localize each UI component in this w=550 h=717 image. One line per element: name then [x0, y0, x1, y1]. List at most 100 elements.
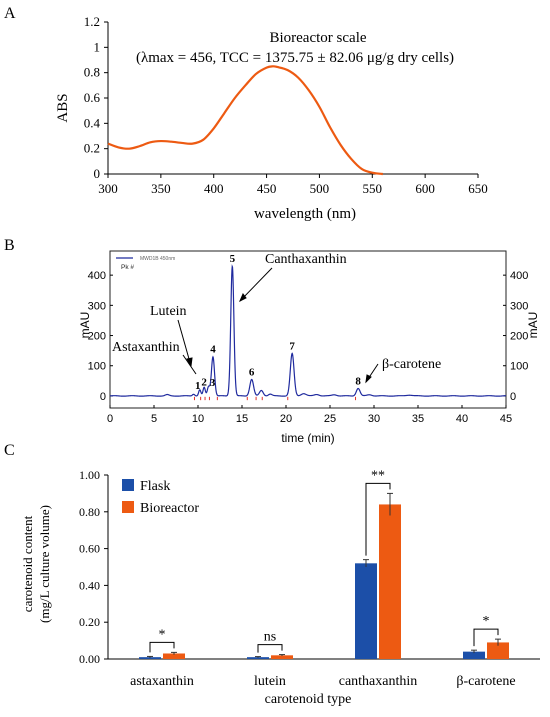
- significance-label: **: [371, 468, 385, 483]
- legend-swatch: [122, 479, 134, 491]
- annotation-canthaxanthin: Canthaxanthin: [265, 252, 347, 267]
- annotation-astaxanthin: Astaxanthin: [112, 340, 180, 355]
- annotation-beta-carotene: β-carotene: [382, 357, 441, 372]
- bar-x-label: carotenoid type: [265, 692, 352, 707]
- absorbance-y-tick-label: 1.2: [84, 14, 100, 29]
- arrow-canthaxanthin: [239, 267, 273, 302]
- absorbance-series-line: [107, 65, 383, 176]
- bar-y-tick-label: 0.40: [79, 578, 100, 592]
- bar: [379, 504, 401, 659]
- absorbance-x-tick-label: 350: [151, 181, 171, 196]
- legend-swatch: [122, 501, 134, 513]
- bar-y-tick-label: 0.80: [79, 505, 100, 519]
- chromatogram-legend-pk: Pk #: [121, 264, 134, 271]
- panel-label-c: C: [4, 442, 15, 459]
- chromatogram-x-tick-label: 0: [107, 413, 113, 425]
- absorbance-x-label: wavelength (nm): [254, 206, 356, 222]
- chromatogram-x-tick-label: 15: [236, 413, 248, 425]
- absorbance-x-tick-label: 500: [310, 181, 330, 196]
- peak-number-label: 6: [249, 366, 255, 378]
- bar: [463, 651, 485, 659]
- bar-y-tick-label: 0.20: [79, 615, 100, 629]
- significance-label: ns: [264, 630, 276, 645]
- chromatogram-y-tick-label: 200: [88, 331, 106, 343]
- significance-label: *: [159, 627, 166, 642]
- chromatogram-y-tick-label: 300: [88, 300, 106, 312]
- absorbance-x-tick-label: 450: [257, 181, 277, 196]
- arrow-astaxanthin: [182, 354, 197, 375]
- absorbance-y-tick-label: 0.2: [84, 141, 100, 156]
- panel-label-a: A: [4, 5, 16, 22]
- chromatogram-y-label-right: mAU: [526, 312, 540, 339]
- bar-category-label: canthaxanthin: [339, 674, 418, 689]
- chromatogram-y-tick-label: 400: [88, 270, 106, 282]
- absorbance-x-tick-label: 550: [363, 181, 383, 196]
- chromatogram-x-tick-label: 25: [324, 413, 336, 425]
- bar-y-tick-label: 0.00: [79, 652, 100, 666]
- arrowhead-beta-carotene: [365, 374, 372, 384]
- legend-label: Bioreactor: [140, 501, 199, 516]
- chromatogram-y-tick-label-right: 0: [510, 391, 516, 403]
- chromatogram-y-tick-label-right: 200: [510, 331, 528, 343]
- chromatogram-frame: [109, 250, 507, 409]
- panel-label-b: B: [4, 237, 15, 254]
- peak-number-label: 3: [210, 377, 216, 389]
- significance-bracket: [257, 644, 283, 653]
- chromatogram-x-tick-label: 5: [151, 413, 157, 425]
- bar: [271, 655, 293, 659]
- significance-bracket: [149, 641, 175, 653]
- chromatogram-x-tick-label: 30: [368, 413, 380, 425]
- bar-y-tick-label: 1.00: [79, 468, 100, 482]
- legend-label: Flask: [140, 479, 170, 494]
- chromatogram-trace: [109, 264, 507, 397]
- chromatogram-x-tick-label: 35: [412, 413, 424, 425]
- chromatogram-x-tick-label: 45: [500, 413, 512, 425]
- bar: [487, 642, 509, 659]
- chromatogram-legend-text: MWD1B 450nm: [140, 256, 175, 262]
- absorbance-x-tick-label: 600: [415, 181, 435, 196]
- arrowhead-canthaxanthin: [239, 293, 247, 303]
- chromatogram-x-tick-label: 40: [456, 413, 468, 425]
- absorbance-x-tick-label: 400: [204, 181, 224, 196]
- chromatogram-y-tick-label-right: 300: [510, 300, 528, 312]
- chromatogram-y-label: mAU: [78, 312, 92, 339]
- absorbance-y-tick-label: 1: [94, 39, 101, 54]
- annotation-arrows: [177, 267, 379, 384]
- bar-category-label: astaxanthin: [130, 674, 194, 689]
- absorbance-y-tick-label: 0.4: [84, 115, 101, 130]
- peak-number-label: 5: [230, 253, 236, 265]
- absorbance-x-tick-label: 650: [468, 181, 488, 196]
- chromatogram-y-tick-label: 0: [100, 391, 106, 403]
- peak-number-label: 8: [355, 375, 361, 387]
- bar: [247, 657, 269, 659]
- bar-y-label-line2: (mg/L culture volume): [37, 505, 52, 623]
- absorbance-y-tick-label: 0.8: [84, 65, 100, 80]
- significance-bracket: [365, 482, 391, 556]
- chromatogram-y-tick-label: 100: [88, 361, 106, 373]
- bar: [355, 563, 377, 659]
- chromatogram-x-tick-label: 20: [280, 413, 292, 425]
- bar-y-tick-label: 0.60: [79, 542, 100, 556]
- carotenoid-bar-chart: carotenoid content (mg/L culture volume)…: [20, 468, 540, 707]
- chromatogram-x-tick-label: 10: [192, 413, 204, 425]
- absorbance-y-tick-label: 0: [94, 166, 101, 181]
- bar: [163, 653, 185, 659]
- annotation-lutein: Lutein: [150, 304, 187, 319]
- peak-number-label: 4: [210, 344, 216, 356]
- peak-number-label: 1: [195, 380, 201, 392]
- bar-category-label: β-carotene: [456, 674, 515, 689]
- absorbance-title: Bioreactor scale: [269, 30, 366, 46]
- absorbance-y-label: ABS: [55, 93, 71, 122]
- chromatogram-x-label: time (min): [281, 431, 334, 445]
- bar-category-label: lutein: [254, 674, 286, 689]
- arrowhead-lutein: [186, 357, 193, 368]
- chromatogram-y-tick-label-right: 100: [510, 361, 528, 373]
- absorbance-chart: Bioreactor scale (λmax = 456, TCC = 1375…: [55, 14, 488, 222]
- absorbance-x-tick-label: 300: [98, 181, 118, 196]
- significance-bracket: [473, 628, 499, 647]
- chromatogram-y-tick-label-right: 400: [510, 270, 528, 282]
- bar: [139, 657, 161, 659]
- absorbance-subtitle: (λmax = 456, TCC = 1375.75 ± 82.06 μg/g …: [136, 50, 454, 66]
- bar-legend: Flask Bioreactor: [122, 479, 199, 516]
